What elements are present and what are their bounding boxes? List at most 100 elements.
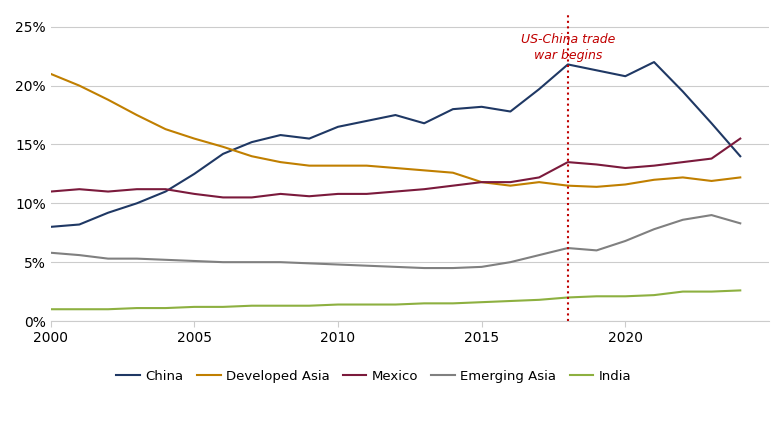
China xyxy=(390,112,400,118)
Emerging Asia xyxy=(190,258,199,264)
Line: Mexico: Mexico xyxy=(51,139,740,197)
India xyxy=(132,305,142,311)
China xyxy=(132,201,142,206)
China xyxy=(419,121,429,126)
India xyxy=(103,307,113,312)
Mexico xyxy=(621,165,630,171)
Emerging Asia xyxy=(419,265,429,270)
Developed Asia xyxy=(304,163,314,168)
China xyxy=(362,118,372,124)
Developed Asia xyxy=(735,175,745,180)
India xyxy=(506,299,515,304)
India xyxy=(276,303,285,308)
Mexico xyxy=(132,187,142,192)
Developed Asia xyxy=(362,163,372,168)
Emerging Asia xyxy=(218,260,227,265)
Mexico xyxy=(247,195,256,200)
Developed Asia xyxy=(276,159,285,165)
India xyxy=(649,292,659,298)
India xyxy=(535,297,544,302)
Developed Asia xyxy=(390,165,400,171)
Emerging Asia xyxy=(304,261,314,266)
Developed Asia xyxy=(649,177,659,182)
Emerging Asia xyxy=(390,264,400,270)
Emerging Asia xyxy=(103,256,113,261)
Developed Asia xyxy=(218,144,227,149)
Emerging Asia xyxy=(678,217,688,222)
Mexico xyxy=(276,191,285,197)
China xyxy=(448,107,458,112)
Developed Asia xyxy=(535,180,544,185)
Developed Asia xyxy=(707,178,717,184)
Emerging Asia xyxy=(247,260,256,265)
Emerging Asia xyxy=(563,245,572,251)
China xyxy=(218,151,227,156)
China xyxy=(333,124,343,130)
Developed Asia xyxy=(563,183,572,188)
Developed Asia xyxy=(333,163,343,168)
Developed Asia xyxy=(132,112,142,118)
Text: US-China trade
war begins: US-China trade war begins xyxy=(521,33,615,62)
Emerging Asia xyxy=(535,253,544,258)
Line: Emerging Asia: Emerging Asia xyxy=(51,215,740,268)
India xyxy=(563,295,572,300)
Mexico xyxy=(592,162,601,167)
Mexico xyxy=(506,180,515,185)
India xyxy=(735,288,745,293)
Mexico xyxy=(477,180,486,185)
India xyxy=(592,294,601,299)
Emerging Asia xyxy=(46,250,56,255)
India xyxy=(621,294,630,299)
China xyxy=(563,62,572,67)
Emerging Asia xyxy=(276,260,285,265)
Mexico xyxy=(678,159,688,165)
Developed Asia xyxy=(448,170,458,175)
Emerging Asia xyxy=(506,260,515,265)
Emerging Asia xyxy=(132,256,142,261)
China xyxy=(161,189,170,194)
Emerging Asia xyxy=(621,238,630,244)
India xyxy=(218,304,227,309)
India xyxy=(190,304,199,309)
India xyxy=(161,305,170,311)
China xyxy=(477,104,486,109)
China xyxy=(707,121,717,126)
Emerging Asia xyxy=(649,227,659,232)
Mexico xyxy=(46,189,56,194)
Emerging Asia xyxy=(161,257,170,262)
China xyxy=(46,224,56,229)
Developed Asia xyxy=(419,168,429,173)
India xyxy=(390,302,400,307)
Emerging Asia xyxy=(592,248,601,253)
China xyxy=(621,73,630,79)
Mexico xyxy=(304,194,314,199)
India xyxy=(477,299,486,305)
Mexico xyxy=(161,187,170,192)
Developed Asia xyxy=(161,127,170,132)
Line: Developed Asia: Developed Asia xyxy=(51,74,740,187)
India xyxy=(448,301,458,306)
Mexico xyxy=(735,136,745,141)
Emerging Asia xyxy=(74,253,84,258)
Mexico xyxy=(419,187,429,192)
Developed Asia xyxy=(103,97,113,102)
China xyxy=(304,136,314,141)
Developed Asia xyxy=(592,184,601,189)
Developed Asia xyxy=(477,180,486,185)
Mexico xyxy=(649,163,659,168)
Mexico xyxy=(448,183,458,188)
Line: India: India xyxy=(51,290,740,309)
China xyxy=(735,154,745,159)
Emerging Asia xyxy=(362,263,372,268)
Developed Asia xyxy=(190,136,199,141)
Mexico xyxy=(535,175,544,180)
Emerging Asia xyxy=(735,221,745,226)
China xyxy=(74,222,84,227)
India xyxy=(46,307,56,312)
India xyxy=(304,303,314,308)
Developed Asia xyxy=(74,83,84,88)
India xyxy=(707,289,717,294)
Mexico xyxy=(707,156,717,161)
China xyxy=(649,60,659,65)
Mexico xyxy=(333,191,343,197)
